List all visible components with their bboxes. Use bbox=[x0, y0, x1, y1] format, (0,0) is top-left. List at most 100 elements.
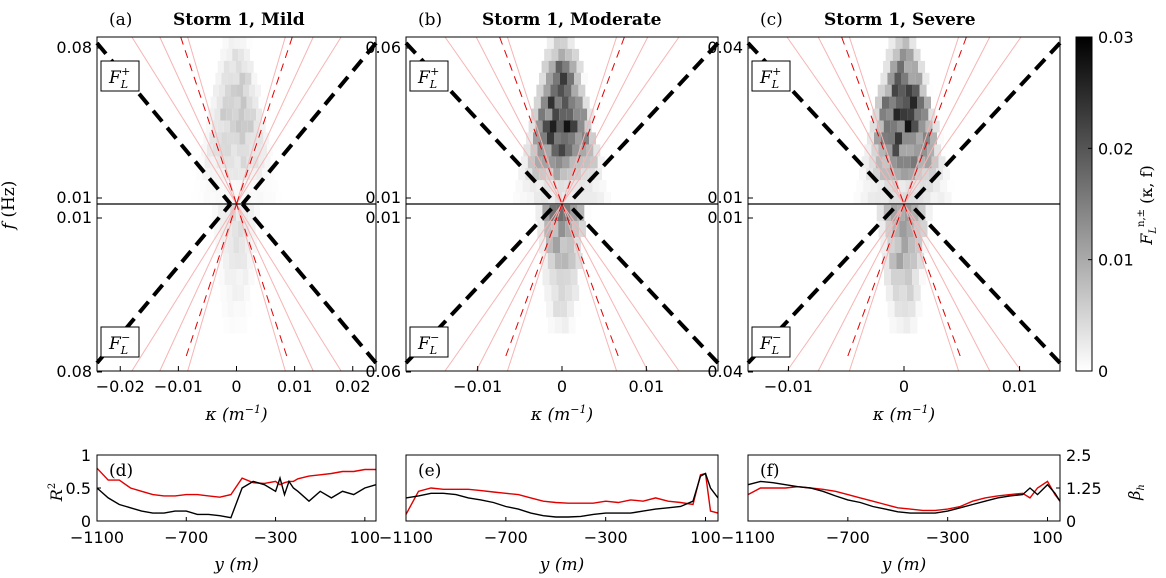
heat-cell bbox=[566, 108, 574, 121]
heat-cell bbox=[198, 156, 205, 169]
heat-cell bbox=[569, 60, 577, 74]
heat-cell bbox=[897, 60, 905, 74]
heat-cell bbox=[856, 180, 864, 193]
heat-cell bbox=[868, 156, 876, 169]
heat-cell bbox=[515, 180, 523, 193]
dispersion-line bbox=[561, 203, 680, 372]
heat-cell bbox=[202, 168, 209, 181]
heat-cell bbox=[577, 205, 585, 222]
heat-cell bbox=[911, 60, 919, 74]
xtick-label: −1100 bbox=[379, 528, 433, 547]
heat-cell bbox=[547, 96, 555, 109]
heat-cell bbox=[583, 192, 590, 205]
heat-cell bbox=[551, 221, 559, 238]
heat-cell bbox=[235, 60, 242, 74]
heat-cell bbox=[910, 253, 918, 270]
label-box bbox=[751, 60, 791, 92]
heat-cell bbox=[556, 269, 564, 286]
heat-cell bbox=[247, 120, 254, 133]
heat-cell bbox=[943, 168, 950, 181]
dispersion-line bbox=[187, 203, 237, 372]
heat-cell bbox=[565, 221, 573, 238]
heat-cell bbox=[250, 108, 257, 121]
heat-cell bbox=[210, 96, 217, 109]
panel-letter: (a) bbox=[109, 10, 132, 30]
box-text: FL− bbox=[417, 331, 439, 357]
series-line bbox=[747, 480, 1061, 514]
heat-cell bbox=[235, 317, 242, 334]
heat-cell bbox=[234, 37, 241, 50]
xtick-label: 100 bbox=[690, 528, 721, 547]
heat-cell bbox=[268, 168, 275, 181]
heat-cell bbox=[882, 156, 890, 169]
heat-cell bbox=[569, 156, 577, 169]
heat-cell bbox=[548, 192, 555, 205]
dispersion-line bbox=[786, 203, 905, 372]
heat-cell bbox=[908, 168, 915, 181]
heat-cell bbox=[555, 156, 563, 169]
heat-cell bbox=[894, 237, 902, 254]
heat-cell bbox=[241, 60, 248, 74]
heat-cell bbox=[262, 108, 269, 121]
heat-cell bbox=[263, 192, 270, 205]
heat-cell bbox=[254, 205, 261, 222]
panel-title: Storm 1, Moderate bbox=[482, 10, 662, 30]
heat-cell bbox=[860, 192, 868, 205]
heat-cell bbox=[554, 317, 562, 334]
heat-cell bbox=[903, 253, 911, 270]
heat-cell bbox=[535, 120, 543, 133]
heat-cell bbox=[540, 253, 548, 270]
heat-cell bbox=[223, 120, 230, 133]
heat-cell bbox=[226, 48, 233, 62]
heat-cell bbox=[232, 108, 239, 121]
heat-cell bbox=[563, 269, 571, 286]
box-text: FL+ bbox=[417, 65, 439, 91]
heat-cell bbox=[222, 37, 229, 50]
heat-cell bbox=[910, 317, 918, 334]
heat-cell bbox=[548, 60, 556, 74]
heat-cell bbox=[253, 253, 259, 270]
heat-cell bbox=[869, 120, 877, 133]
dispersion-line bbox=[236, 36, 314, 205]
xtick-label: −0.01 bbox=[453, 377, 502, 396]
heat-cell bbox=[915, 72, 923, 86]
heat-cell bbox=[890, 60, 898, 74]
heat-cell bbox=[235, 120, 242, 133]
heat-cell bbox=[579, 221, 587, 238]
heat-cell bbox=[581, 237, 588, 254]
heat-cell bbox=[251, 192, 258, 205]
heat-cell bbox=[247, 180, 254, 193]
heat-cell bbox=[231, 144, 237, 157]
heat-cell bbox=[902, 132, 909, 145]
heat-cell bbox=[921, 108, 929, 121]
heat-cell bbox=[224, 269, 231, 286]
heat-cell bbox=[554, 96, 562, 109]
heat-cell bbox=[916, 192, 924, 205]
black-dashed-line bbox=[566, 202, 720, 365]
x-axis-label: y (m) bbox=[213, 555, 258, 575]
heat-cell bbox=[227, 192, 234, 205]
heat-cell bbox=[555, 60, 563, 74]
ytick-label: 0.01 bbox=[56, 188, 92, 207]
heat-cell bbox=[887, 301, 895, 318]
heat-cell bbox=[191, 192, 198, 205]
heat-cell bbox=[542, 120, 550, 133]
x-axis-label: κ (m−1) bbox=[872, 403, 935, 425]
heat-cell bbox=[536, 84, 544, 98]
heat-cell bbox=[913, 144, 921, 157]
heat-cell bbox=[602, 168, 610, 181]
red-dashed-line bbox=[236, 203, 288, 357]
xtick-label: −1100 bbox=[70, 528, 124, 547]
heat-cell bbox=[564, 84, 572, 98]
ytick-label: 0.01 bbox=[707, 208, 743, 227]
heat-cell bbox=[231, 84, 237, 98]
heat-cell bbox=[933, 180, 941, 193]
ytick-label: 0 bbox=[1066, 512, 1076, 531]
heat-cell bbox=[274, 168, 281, 181]
heat-cell bbox=[545, 108, 553, 121]
heat-cell bbox=[590, 156, 598, 169]
heat-cell bbox=[215, 192, 222, 205]
x-axis-label: y (m) bbox=[881, 555, 926, 575]
heat-cell bbox=[257, 132, 264, 145]
heat-cell bbox=[246, 96, 253, 109]
